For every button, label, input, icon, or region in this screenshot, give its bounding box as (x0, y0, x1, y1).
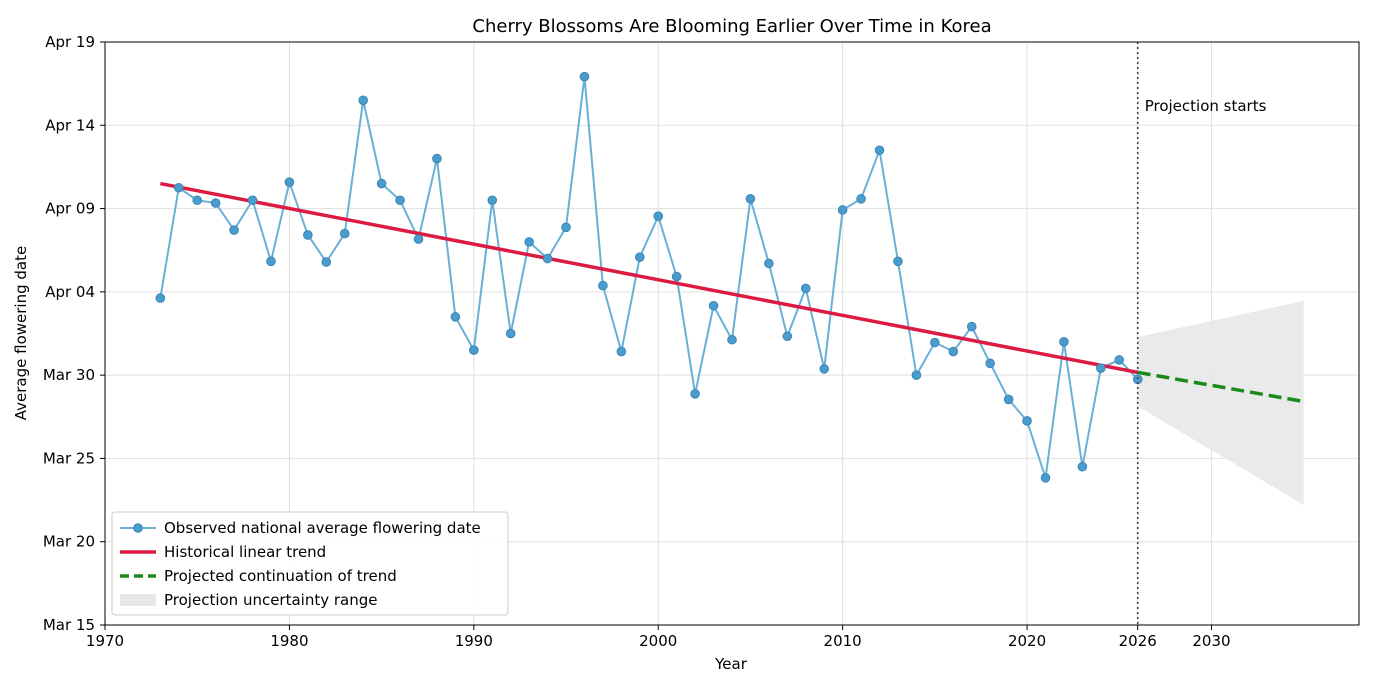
projection-start-label: Projection starts (1145, 97, 1267, 115)
observed-data-point (708, 300, 719, 311)
observed-data-point (358, 95, 368, 106)
observed-data-point (948, 346, 959, 357)
observed-data-point (155, 293, 166, 303)
observed-data-point (930, 337, 940, 348)
observed-data-point (837, 205, 848, 215)
observed-data-point (1003, 394, 1014, 405)
observed-data-point (339, 228, 350, 239)
observed-data-point (266, 256, 276, 267)
observed-data-point (800, 283, 811, 294)
observed-data-point (1077, 461, 1088, 472)
legend-entry-label: Observed national average flowering date (164, 519, 481, 537)
observed-data-point (376, 178, 387, 189)
observed-data-point (413, 234, 424, 244)
observed-series-line (159, 76, 1139, 479)
y-tick-label: Apr 14 (45, 116, 95, 134)
observed-data-point (874, 145, 885, 156)
observed-data-point (819, 364, 830, 374)
observed-data-point (764, 258, 774, 269)
observed-data-point (653, 211, 664, 222)
x-tick-label: 1990 (455, 632, 493, 650)
observed-data-point (247, 195, 258, 206)
uncertainty-band (1137, 300, 1304, 505)
observed-data-point (432, 153, 442, 164)
legend-entry-label: Projection uncertainty range (164, 591, 378, 609)
series-layer (155, 71, 1304, 483)
x-tick-label: 2020 (1008, 632, 1046, 650)
observed-data-point (1059, 337, 1069, 347)
y-tick-label: Apr 04 (45, 283, 95, 301)
observed-data-point (893, 256, 903, 267)
observed-data-point (579, 71, 590, 82)
y-tick-label: Mar 25 (43, 449, 95, 467)
observed-data-point (690, 389, 700, 399)
observed-data-point (173, 182, 184, 193)
observed-data-point (727, 334, 737, 345)
y-tick-label: Apr 09 (45, 200, 95, 218)
legend: Observed national average flowering date… (111, 511, 509, 616)
observed-data-point (303, 230, 313, 240)
x-tick-label: 1980 (270, 632, 308, 650)
x-tick-label: 2010 (824, 632, 862, 650)
observed-data-point (1040, 473, 1051, 483)
observed-data-point (210, 198, 221, 208)
x-tick-label: 2000 (639, 632, 677, 650)
observed-data-point (469, 345, 479, 355)
observed-data-point (192, 195, 203, 206)
observed-data-point (542, 253, 553, 264)
chart-title: Cherry Blossoms Are Blooming Earlier Ove… (472, 16, 991, 37)
legend-box (111, 511, 509, 616)
observed-data-point (671, 271, 682, 282)
legend-entry-label: Historical linear trend (164, 543, 326, 561)
observed-data-point (634, 252, 645, 262)
observed-data-point (284, 177, 295, 187)
annotation-layer: Projection starts (1136, 42, 1267, 625)
historical-trend-line (159, 181, 1139, 375)
observed-data-point (985, 358, 995, 369)
uncertainty-band-layer (1137, 300, 1304, 505)
legend-observed-marker (133, 523, 143, 533)
observed-data-point (856, 194, 866, 204)
legend-entry-label: Projected continuation of trend (164, 567, 397, 585)
observed-data-point (966, 321, 977, 332)
observed-data-point (524, 237, 534, 247)
grid-layer (104, 41, 1359, 626)
observed-data-point (1022, 416, 1032, 426)
x-axis-title: Year (714, 655, 748, 673)
observed-data-point (321, 257, 332, 267)
observed-data-point (229, 225, 239, 235)
observed-data-point (450, 312, 461, 322)
y-tick-label: Mar 15 (43, 616, 95, 634)
x-tick-label: 2030 (1192, 632, 1230, 650)
plot-frame (104, 41, 1360, 626)
x-tick-label: 2026 (1119, 632, 1157, 650)
observed-data-point (487, 195, 498, 206)
observed-data-point (616, 346, 627, 357)
x-tick-label: 1970 (86, 632, 124, 650)
y-tick-label: Mar 20 (43, 533, 95, 551)
observed-data-point (1114, 355, 1125, 365)
observed-data-point (561, 222, 571, 233)
y-tick-label: Apr 19 (45, 33, 95, 51)
observed-data-point (782, 331, 793, 342)
observed-data-point (598, 280, 608, 291)
tick-layer: 1970 1980 1990 2000 2010 2020 2026 2030 Mar 15 Ma… (43, 33, 1231, 650)
legend-band-swatch (120, 594, 156, 606)
observed-data-point (1096, 363, 1106, 374)
observed-data-point (745, 194, 756, 204)
projected-trend-line (1137, 370, 1304, 404)
observed-data-point (505, 328, 516, 339)
y-tick-label: Mar 30 (43, 366, 95, 384)
observed-data-point (911, 370, 922, 380)
y-axis-title: Average flowering date (12, 246, 30, 420)
observed-data-point (395, 195, 405, 206)
